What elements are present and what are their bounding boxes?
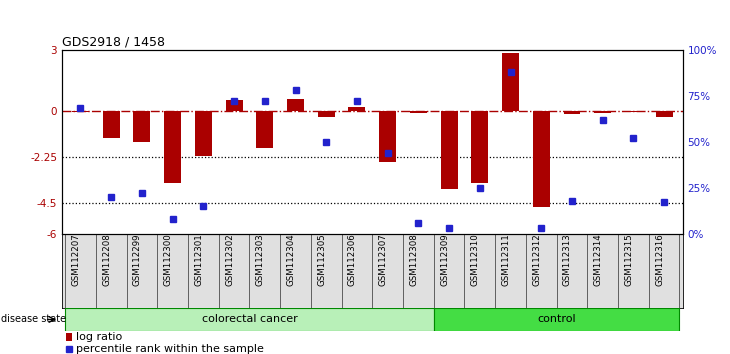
Text: GSM112300: GSM112300 bbox=[164, 234, 172, 286]
Text: GDS2918 / 1458: GDS2918 / 1458 bbox=[62, 35, 165, 48]
Text: GSM112208: GSM112208 bbox=[102, 234, 111, 286]
Text: GSM112309: GSM112309 bbox=[440, 234, 449, 286]
Bar bbox=[256, 111, 273, 148]
Text: GSM112307: GSM112307 bbox=[379, 234, 388, 286]
Bar bbox=[195, 111, 212, 156]
Bar bbox=[103, 111, 120, 137]
Text: GSM112314: GSM112314 bbox=[593, 234, 603, 286]
Bar bbox=[656, 111, 672, 117]
Text: GSM112313: GSM112313 bbox=[563, 234, 572, 286]
Bar bbox=[410, 111, 427, 113]
Text: control: control bbox=[537, 314, 576, 325]
Text: GSM112304: GSM112304 bbox=[286, 234, 296, 286]
Text: disease state: disease state bbox=[1, 314, 66, 325]
FancyBboxPatch shape bbox=[434, 308, 680, 331]
Text: percentile rank within the sample: percentile rank within the sample bbox=[76, 344, 264, 354]
Text: GSM112315: GSM112315 bbox=[624, 234, 634, 286]
Text: GSM112312: GSM112312 bbox=[532, 234, 541, 286]
Bar bbox=[134, 111, 150, 142]
Text: GSM112301: GSM112301 bbox=[194, 234, 204, 286]
Bar bbox=[72, 111, 89, 112]
Text: colorectal cancer: colorectal cancer bbox=[201, 314, 297, 325]
Bar bbox=[533, 111, 550, 207]
Text: GSM112303: GSM112303 bbox=[255, 234, 265, 286]
Bar bbox=[226, 100, 242, 111]
Bar bbox=[625, 111, 642, 112]
Text: GSM112311: GSM112311 bbox=[502, 234, 510, 286]
Bar bbox=[502, 53, 519, 111]
Text: GSM112302: GSM112302 bbox=[225, 234, 234, 286]
Bar bbox=[66, 333, 72, 341]
Text: log ratio: log ratio bbox=[76, 332, 123, 342]
Bar bbox=[318, 111, 334, 117]
Bar bbox=[379, 111, 396, 162]
Bar bbox=[348, 107, 366, 111]
Text: GSM112316: GSM112316 bbox=[655, 234, 664, 286]
Text: GSM112310: GSM112310 bbox=[471, 234, 480, 286]
Text: GSM112306: GSM112306 bbox=[348, 234, 357, 286]
FancyBboxPatch shape bbox=[65, 308, 434, 331]
Bar bbox=[594, 111, 611, 113]
Bar bbox=[472, 111, 488, 183]
Bar bbox=[164, 111, 181, 183]
Bar bbox=[564, 111, 580, 114]
Text: GSM112305: GSM112305 bbox=[318, 234, 326, 286]
Bar bbox=[441, 111, 458, 189]
Bar bbox=[287, 99, 304, 111]
Text: GSM112308: GSM112308 bbox=[410, 234, 418, 286]
Text: GSM112207: GSM112207 bbox=[72, 234, 80, 286]
Text: GSM112299: GSM112299 bbox=[133, 234, 142, 286]
